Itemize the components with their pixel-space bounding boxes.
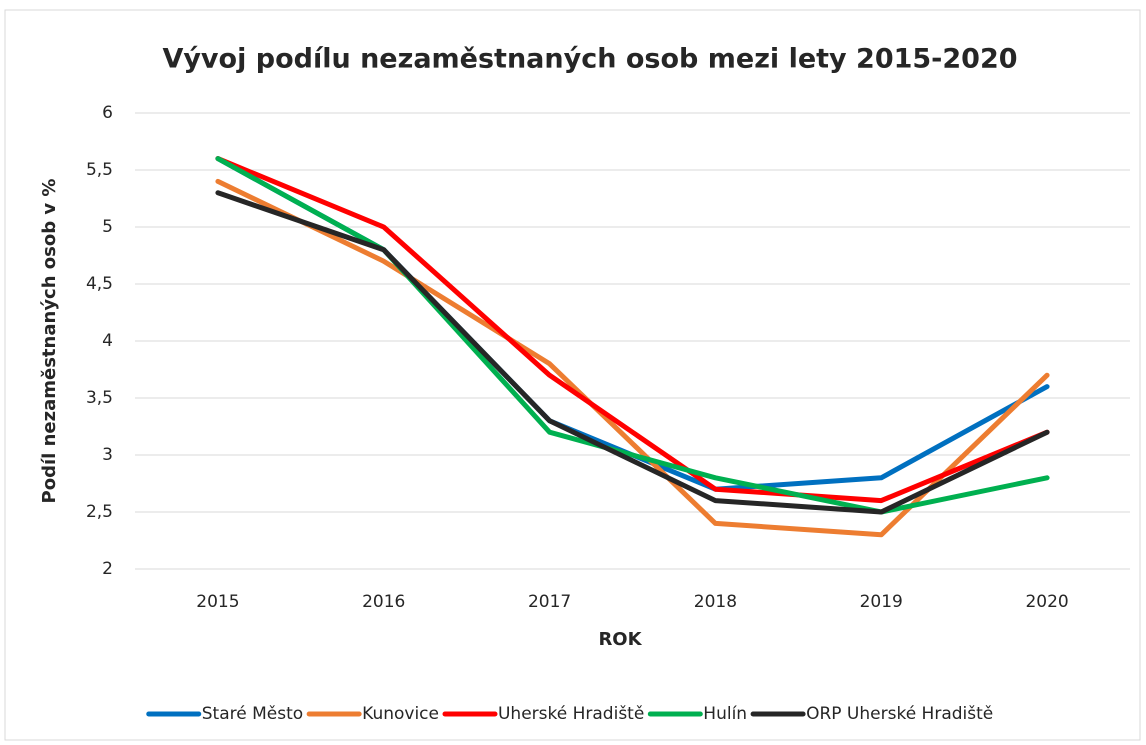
x-tick-label: 2019 <box>860 592 903 612</box>
legend-label: Uherské Hradiště <box>498 704 644 724</box>
y-tick-label: 5 <box>102 217 113 237</box>
x-tick-label: 2015 <box>196 592 239 612</box>
y-axis-title: Podíl nezaměstnaných osob v % <box>39 179 60 504</box>
x-axis-title: ROK <box>598 629 642 650</box>
legend-label: Kunovice <box>362 704 439 724</box>
y-tick-label: 4,5 <box>86 274 113 294</box>
x-tick-label: 2017 <box>528 592 571 612</box>
legend-label: Hulín <box>703 704 747 724</box>
y-tick-label: 2,5 <box>86 502 113 522</box>
chart-frame <box>4 9 1141 741</box>
y-tick-label: 2 <box>102 559 113 579</box>
x-tick-label: 2018 <box>694 592 737 612</box>
y-tick-label: 6 <box>102 103 113 123</box>
legend-label: ORP Uherské Hradiště <box>806 704 993 724</box>
y-tick-label: 3 <box>102 445 113 465</box>
chart-title: Vývoj podílu nezaměstnaných osob mezi le… <box>162 44 1017 75</box>
legend-label: Staré Město <box>202 704 303 724</box>
y-tick-label: 3,5 <box>86 388 113 408</box>
series-line <box>215 156 1050 515</box>
x-tick-label: 2020 <box>1025 592 1068 612</box>
x-tick-label: 2016 <box>362 592 405 612</box>
y-tick-label: 5,5 <box>86 160 113 180</box>
series-line <box>215 190 1050 515</box>
series-line <box>215 156 1050 504</box>
y-tick-label: 4 <box>102 331 113 351</box>
